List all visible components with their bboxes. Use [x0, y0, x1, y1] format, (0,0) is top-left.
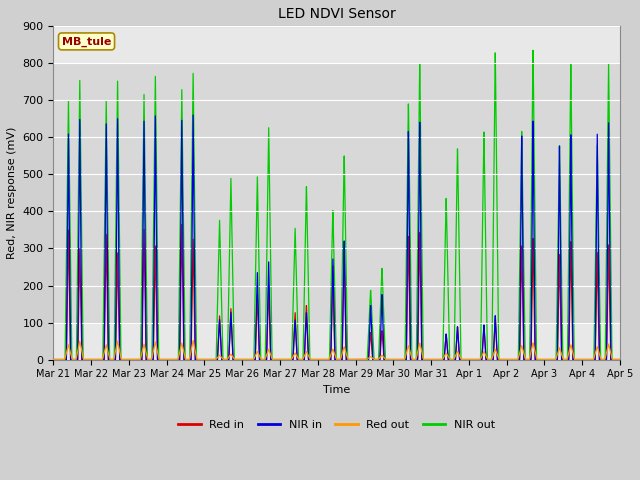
Title: LED NDVI Sensor: LED NDVI Sensor [278, 7, 396, 21]
Legend: Red in, NIR in, Red out, NIR out: Red in, NIR in, Red out, NIR out [174, 415, 499, 434]
Bar [53, 63, 620, 323]
X-axis label: Time: Time [323, 385, 350, 395]
Y-axis label: Red, NIR response (mV): Red, NIR response (mV) [7, 127, 17, 259]
Text: MB_tule: MB_tule [62, 36, 111, 47]
